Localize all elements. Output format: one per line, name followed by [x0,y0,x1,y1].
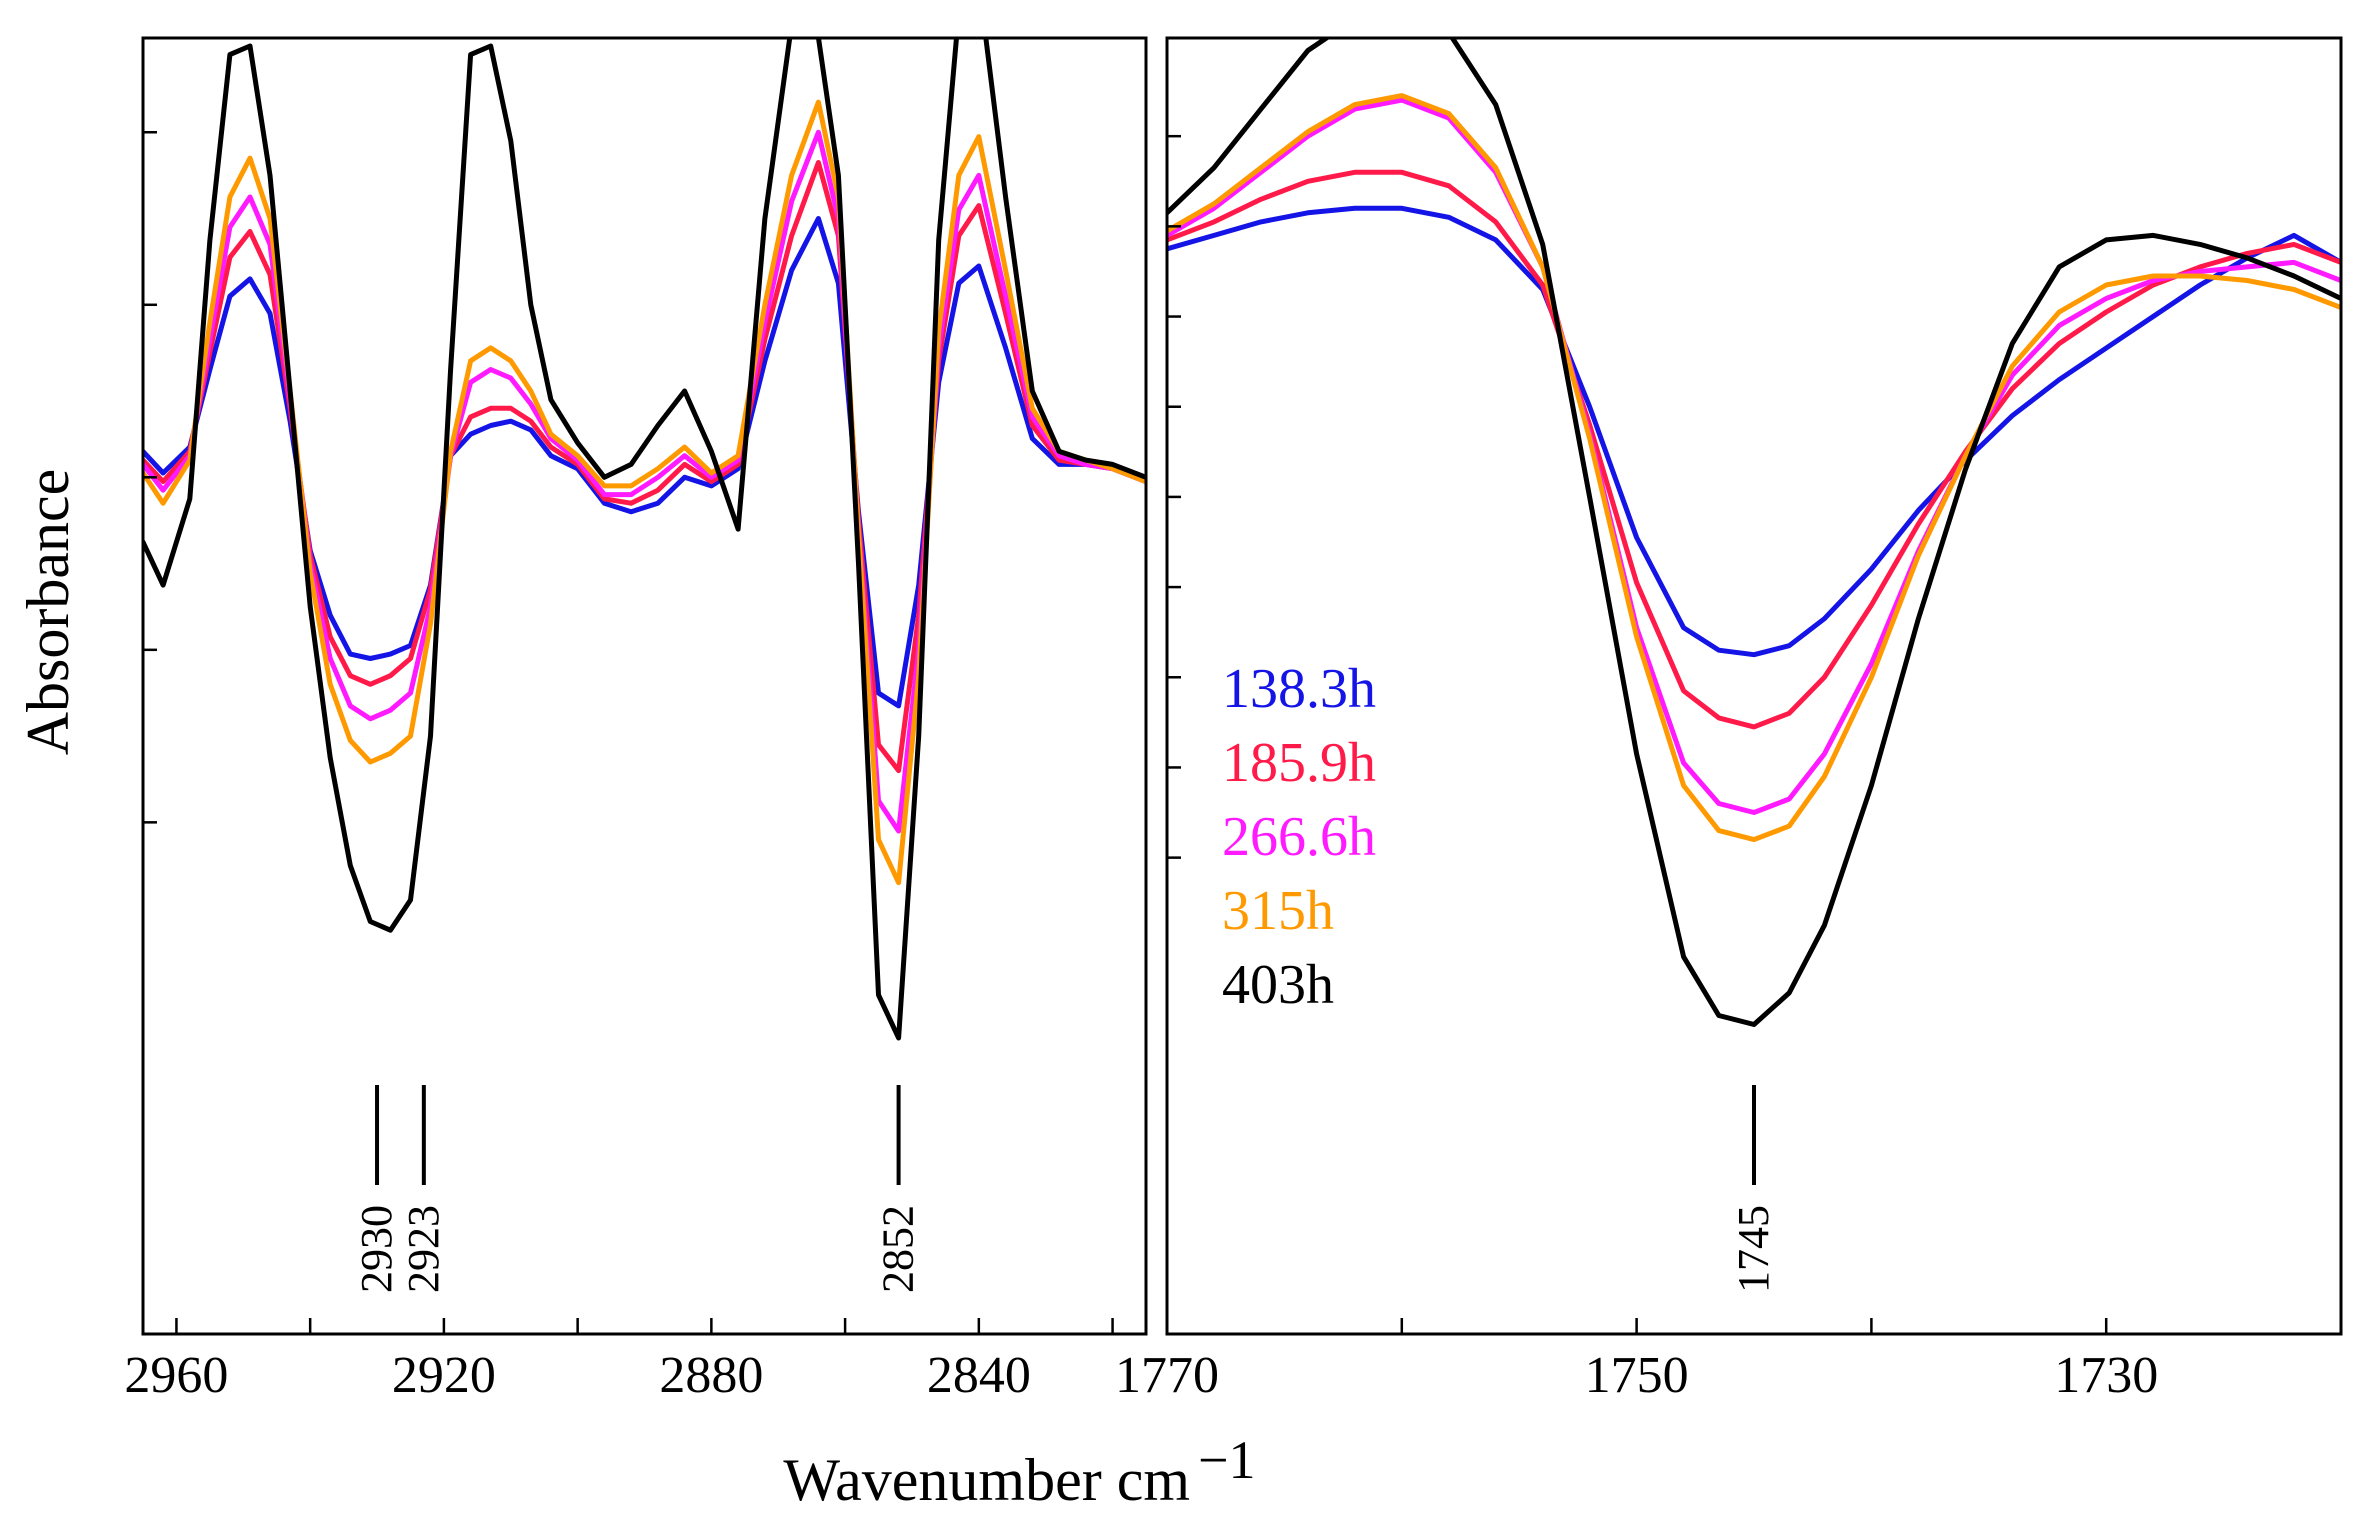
right-y-ticks [1167,134,1181,859]
right-x-tick-label: 1770 [1115,1347,1219,1404]
legend-entry: 403h [1222,954,1334,1016]
left-plot-area [143,38,1146,1041]
left-series-group [143,38,1146,1041]
right-series-line-315h [1167,93,2341,843]
right-plot-frame [1165,36,2343,1336]
left-peak-marker-label: 2930 [352,1205,401,1293]
right-x-tick-label: 1730 [2054,1347,2158,1404]
x-axis-label: Wavenumber cm [783,1447,1190,1513]
right-peak-marker-label: 1745 [1729,1205,1778,1293]
y-axis-label: Absorbance [15,469,81,756]
right-x-ticks: 1770 1750 1730 [1115,1318,2158,1404]
legend: 138.3h 185.9h 266.6h 315h 403h [1222,658,1376,1016]
left-series-line-403h [143,38,1146,1041]
right-series-line-266-6h [1167,97,2341,815]
x-axis-label-exponent: −1 [1198,1430,1255,1490]
left-x-tick-label: 2840 [927,1347,1031,1404]
left-plot-frame [141,36,1148,1336]
x-axis-label-text: Wavenumber cm [783,1447,1190,1513]
right-peak-markers: 1745 [1729,1085,1778,1293]
left-x-tick-label: 2960 [124,1347,228,1404]
right-panel: 1770 1750 1730 1745 [1115,36,2343,1404]
left-x-tick-label: 2920 [392,1347,496,1404]
right-series-line-403h [1167,38,2341,1027]
left-peak-marker-label: 2852 [874,1205,923,1293]
left-x-tick-label: 2880 [659,1347,763,1404]
left-peak-marker-label: 2923 [399,1205,448,1293]
left-y-ticks [143,131,157,824]
legend-entry: 185.9h [1222,732,1376,794]
left-x-ticks: 2960 2920 2880 2840 [124,1318,1114,1404]
legend-entry: 266.6h [1222,806,1376,868]
right-series-line-138-3h [1167,205,2341,658]
legend-entry: 315h [1222,880,1334,942]
right-plot-area [1167,38,2341,1027]
legend-entry: 138.3h [1222,658,1376,720]
right-series-group [1167,38,2341,1027]
right-x-tick-label: 1750 [1585,1347,1689,1404]
right-series-line-185-9h [1167,169,2341,730]
